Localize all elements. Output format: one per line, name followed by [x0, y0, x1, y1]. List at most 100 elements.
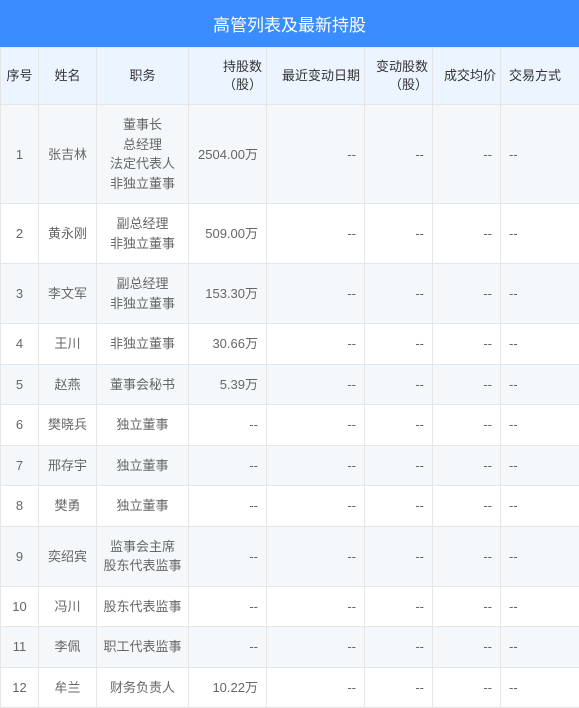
cell-position: 股东代表监事: [97, 586, 189, 627]
cell-seq: 7: [1, 445, 39, 486]
cell-change_shares: --: [365, 445, 433, 486]
cell-position: 非独立董事: [97, 324, 189, 365]
cell-position: 董事长 总经理 法定代表人 非独立董事: [97, 105, 189, 204]
cell-change_shares: --: [365, 364, 433, 405]
cell-change_date: --: [267, 324, 365, 365]
cell-method: --: [501, 586, 579, 627]
cell-method: --: [501, 204, 579, 264]
column-header-change_date: 最近变动日期: [267, 48, 365, 105]
table-row: 3李文军副总经理 非独立董事153.30万--------: [1, 264, 579, 324]
cell-name: 李文军: [39, 264, 97, 324]
cell-shares: --: [189, 627, 267, 668]
cell-position: 监事会主席 股东代表监事: [97, 526, 189, 586]
table-row: 11李佩职工代表监事----------: [1, 627, 579, 668]
cell-shares: --: [189, 405, 267, 446]
cell-change_shares: --: [365, 264, 433, 324]
cell-change_shares: --: [365, 405, 433, 446]
cell-name: 黄永刚: [39, 204, 97, 264]
cell-shares: --: [189, 486, 267, 527]
cell-seq: 9: [1, 526, 39, 586]
column-header-avg_price: 成交均价: [433, 48, 501, 105]
cell-name: 张吉林: [39, 105, 97, 204]
cell-avg_price: --: [433, 526, 501, 586]
executives-table: 序号姓名职务持股数 （股）最近变动日期变动股数 （股）成交均价交易方式 1张吉林…: [0, 47, 579, 708]
cell-name: 奕绍宾: [39, 526, 97, 586]
table-row: 6樊晓兵独立董事----------: [1, 405, 579, 446]
cell-method: --: [501, 105, 579, 204]
cell-name: 冯川: [39, 586, 97, 627]
cell-shares: 10.22万: [189, 667, 267, 708]
table-row: 1张吉林董事长 总经理 法定代表人 非独立董事2504.00万--------: [1, 105, 579, 204]
cell-method: --: [501, 627, 579, 668]
executives-table-container: 高管列表及最新持股 序号姓名职务持股数 （股）最近变动日期变动股数 （股）成交均…: [0, 0, 579, 708]
table-row: 12牟兰财务负责人10.22万--------: [1, 667, 579, 708]
cell-shares: 153.30万: [189, 264, 267, 324]
cell-change_shares: --: [365, 586, 433, 627]
cell-avg_price: --: [433, 105, 501, 204]
table-row: 10冯川股东代表监事----------: [1, 586, 579, 627]
cell-change_date: --: [267, 667, 365, 708]
cell-seq: 3: [1, 264, 39, 324]
column-header-name: 姓名: [39, 48, 97, 105]
cell-avg_price: --: [433, 486, 501, 527]
cell-name: 邢存宇: [39, 445, 97, 486]
cell-avg_price: --: [433, 264, 501, 324]
cell-method: --: [501, 364, 579, 405]
column-header-seq: 序号: [1, 48, 39, 105]
cell-change_date: --: [267, 627, 365, 668]
cell-change_shares: --: [365, 526, 433, 586]
cell-position: 独立董事: [97, 445, 189, 486]
cell-seq: 1: [1, 105, 39, 204]
cell-shares: --: [189, 445, 267, 486]
cell-change_shares: --: [365, 324, 433, 365]
table-row: 7邢存宇独立董事----------: [1, 445, 579, 486]
cell-change_date: --: [267, 405, 365, 446]
cell-seq: 12: [1, 667, 39, 708]
column-header-method: 交易方式: [501, 48, 579, 105]
cell-name: 樊晓兵: [39, 405, 97, 446]
cell-avg_price: --: [433, 204, 501, 264]
cell-seq: 2: [1, 204, 39, 264]
cell-position: 董事会秘书: [97, 364, 189, 405]
table-body: 1张吉林董事长 总经理 法定代表人 非独立董事2504.00万--------2…: [1, 105, 579, 708]
cell-shares: 2504.00万: [189, 105, 267, 204]
cell-name: 李佩: [39, 627, 97, 668]
table-header: 序号姓名职务持股数 （股）最近变动日期变动股数 （股）成交均价交易方式: [1, 48, 579, 105]
cell-shares: 5.39万: [189, 364, 267, 405]
cell-method: --: [501, 526, 579, 586]
column-header-change_shares: 变动股数 （股）: [365, 48, 433, 105]
cell-shares: 30.66万: [189, 324, 267, 365]
cell-seq: 4: [1, 324, 39, 365]
column-header-position: 职务: [97, 48, 189, 105]
cell-method: --: [501, 324, 579, 365]
cell-change_date: --: [267, 204, 365, 264]
cell-change_date: --: [267, 486, 365, 527]
cell-method: --: [501, 264, 579, 324]
cell-method: --: [501, 667, 579, 708]
cell-seq: 10: [1, 586, 39, 627]
table-row: 5赵燕董事会秘书5.39万--------: [1, 364, 579, 405]
table-row: 4王川非独立董事30.66万--------: [1, 324, 579, 365]
cell-change_shares: --: [365, 486, 433, 527]
cell-name: 赵燕: [39, 364, 97, 405]
cell-position: 独立董事: [97, 405, 189, 446]
cell-change_date: --: [267, 105, 365, 204]
cell-position: 副总经理 非独立董事: [97, 204, 189, 264]
cell-change_shares: --: [365, 627, 433, 668]
cell-position: 副总经理 非独立董事: [97, 264, 189, 324]
table-row: 2黄永刚副总经理 非独立董事509.00万--------: [1, 204, 579, 264]
cell-avg_price: --: [433, 324, 501, 365]
cell-seq: 6: [1, 405, 39, 446]
cell-change_shares: --: [365, 667, 433, 708]
cell-position: 独立董事: [97, 486, 189, 527]
cell-avg_price: --: [433, 627, 501, 668]
cell-shares: 509.00万: [189, 204, 267, 264]
cell-change_date: --: [267, 526, 365, 586]
cell-change_shares: --: [365, 204, 433, 264]
cell-shares: --: [189, 586, 267, 627]
cell-name: 王川: [39, 324, 97, 365]
cell-position: 职工代表监事: [97, 627, 189, 668]
cell-change_date: --: [267, 364, 365, 405]
table-title: 高管列表及最新持股: [0, 0, 579, 47]
cell-change_date: --: [267, 445, 365, 486]
